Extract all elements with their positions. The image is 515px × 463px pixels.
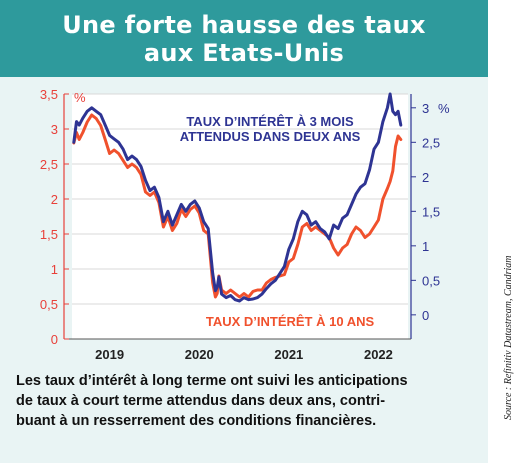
x-tick-label: 2020 xyxy=(185,347,214,362)
right-axis-unit: % xyxy=(438,101,450,116)
left-tick-label: 0 xyxy=(51,332,58,347)
title-line-2: aux Etats-Unis xyxy=(143,38,345,67)
left-tick-label: 2,5 xyxy=(40,157,58,172)
series-lines xyxy=(72,92,403,303)
right-tick-label: 1 xyxy=(422,239,429,254)
left-tick-label: 1,5 xyxy=(40,227,58,242)
left-tick-label: 3,5 xyxy=(40,87,58,102)
title-line-1: Une forte hausse des taux xyxy=(62,10,426,39)
left-tick-label: 0,5 xyxy=(40,297,58,312)
legend-blue-line2: ATTENDUS DANS DEUX ANS xyxy=(180,129,361,144)
x-tick-label: 2022 xyxy=(364,347,393,362)
left-tick-label: 2 xyxy=(51,192,58,207)
x-axis-ticks: 2019 2020 2021 2022 xyxy=(95,347,393,362)
series-line-10y xyxy=(72,113,403,299)
right-tick-label: 3 xyxy=(422,101,429,116)
x-tick-label: 2019 xyxy=(95,347,124,362)
right-tick-label: 2,5 xyxy=(422,135,440,150)
source-note: Source : Refinitiv Datastream, Candriam xyxy=(503,255,514,420)
right-axis-ticks: 0 0,5 1 1,5 2 2,5 3% xyxy=(411,101,450,323)
caption-line-2: de taux à court terme attendus dans deux… xyxy=(16,393,386,409)
series-line-3m-in-2y xyxy=(72,92,403,303)
left-axis-ticks: 0 0,5 1 1,5 2 2,5 3 3,5 xyxy=(40,87,69,347)
right-tick-label: 0 xyxy=(422,308,429,323)
infographic-frame: Une forte hausse des taux aux Etats-Unis… xyxy=(0,0,488,463)
title-bar: Une forte hausse des taux aux Etats-Unis xyxy=(0,0,488,77)
right-tick-label: 2 xyxy=(422,170,429,185)
left-tick-label: 3 xyxy=(51,122,58,137)
right-tick-label: 0,5 xyxy=(422,273,440,288)
caption-line-3: buant à un resserrement des conditions f… xyxy=(16,413,377,429)
x-tick-label: 2021 xyxy=(274,347,303,362)
right-tick-label: 1,5 xyxy=(422,204,440,219)
legend-red: TAUX D’INTÉRÊT À 10 ANS xyxy=(206,314,375,329)
legend-blue-line1: TAUX D’INTÉRÊT À 3 MOIS xyxy=(186,114,354,129)
left-tick-label: 1 xyxy=(51,262,58,277)
caption: Les taux d’intérêt à long terme ont suiv… xyxy=(16,371,478,431)
caption-line-1: Les taux d’intérêt à long terme ont suiv… xyxy=(16,373,408,389)
chart: 0 0,5 1 1,5 2 2,5 3 3,5 0 0,5 1 1,5 2 2,5 3% 2019 2020… xyxy=(40,87,450,362)
left-axis-unit: % xyxy=(74,90,86,105)
